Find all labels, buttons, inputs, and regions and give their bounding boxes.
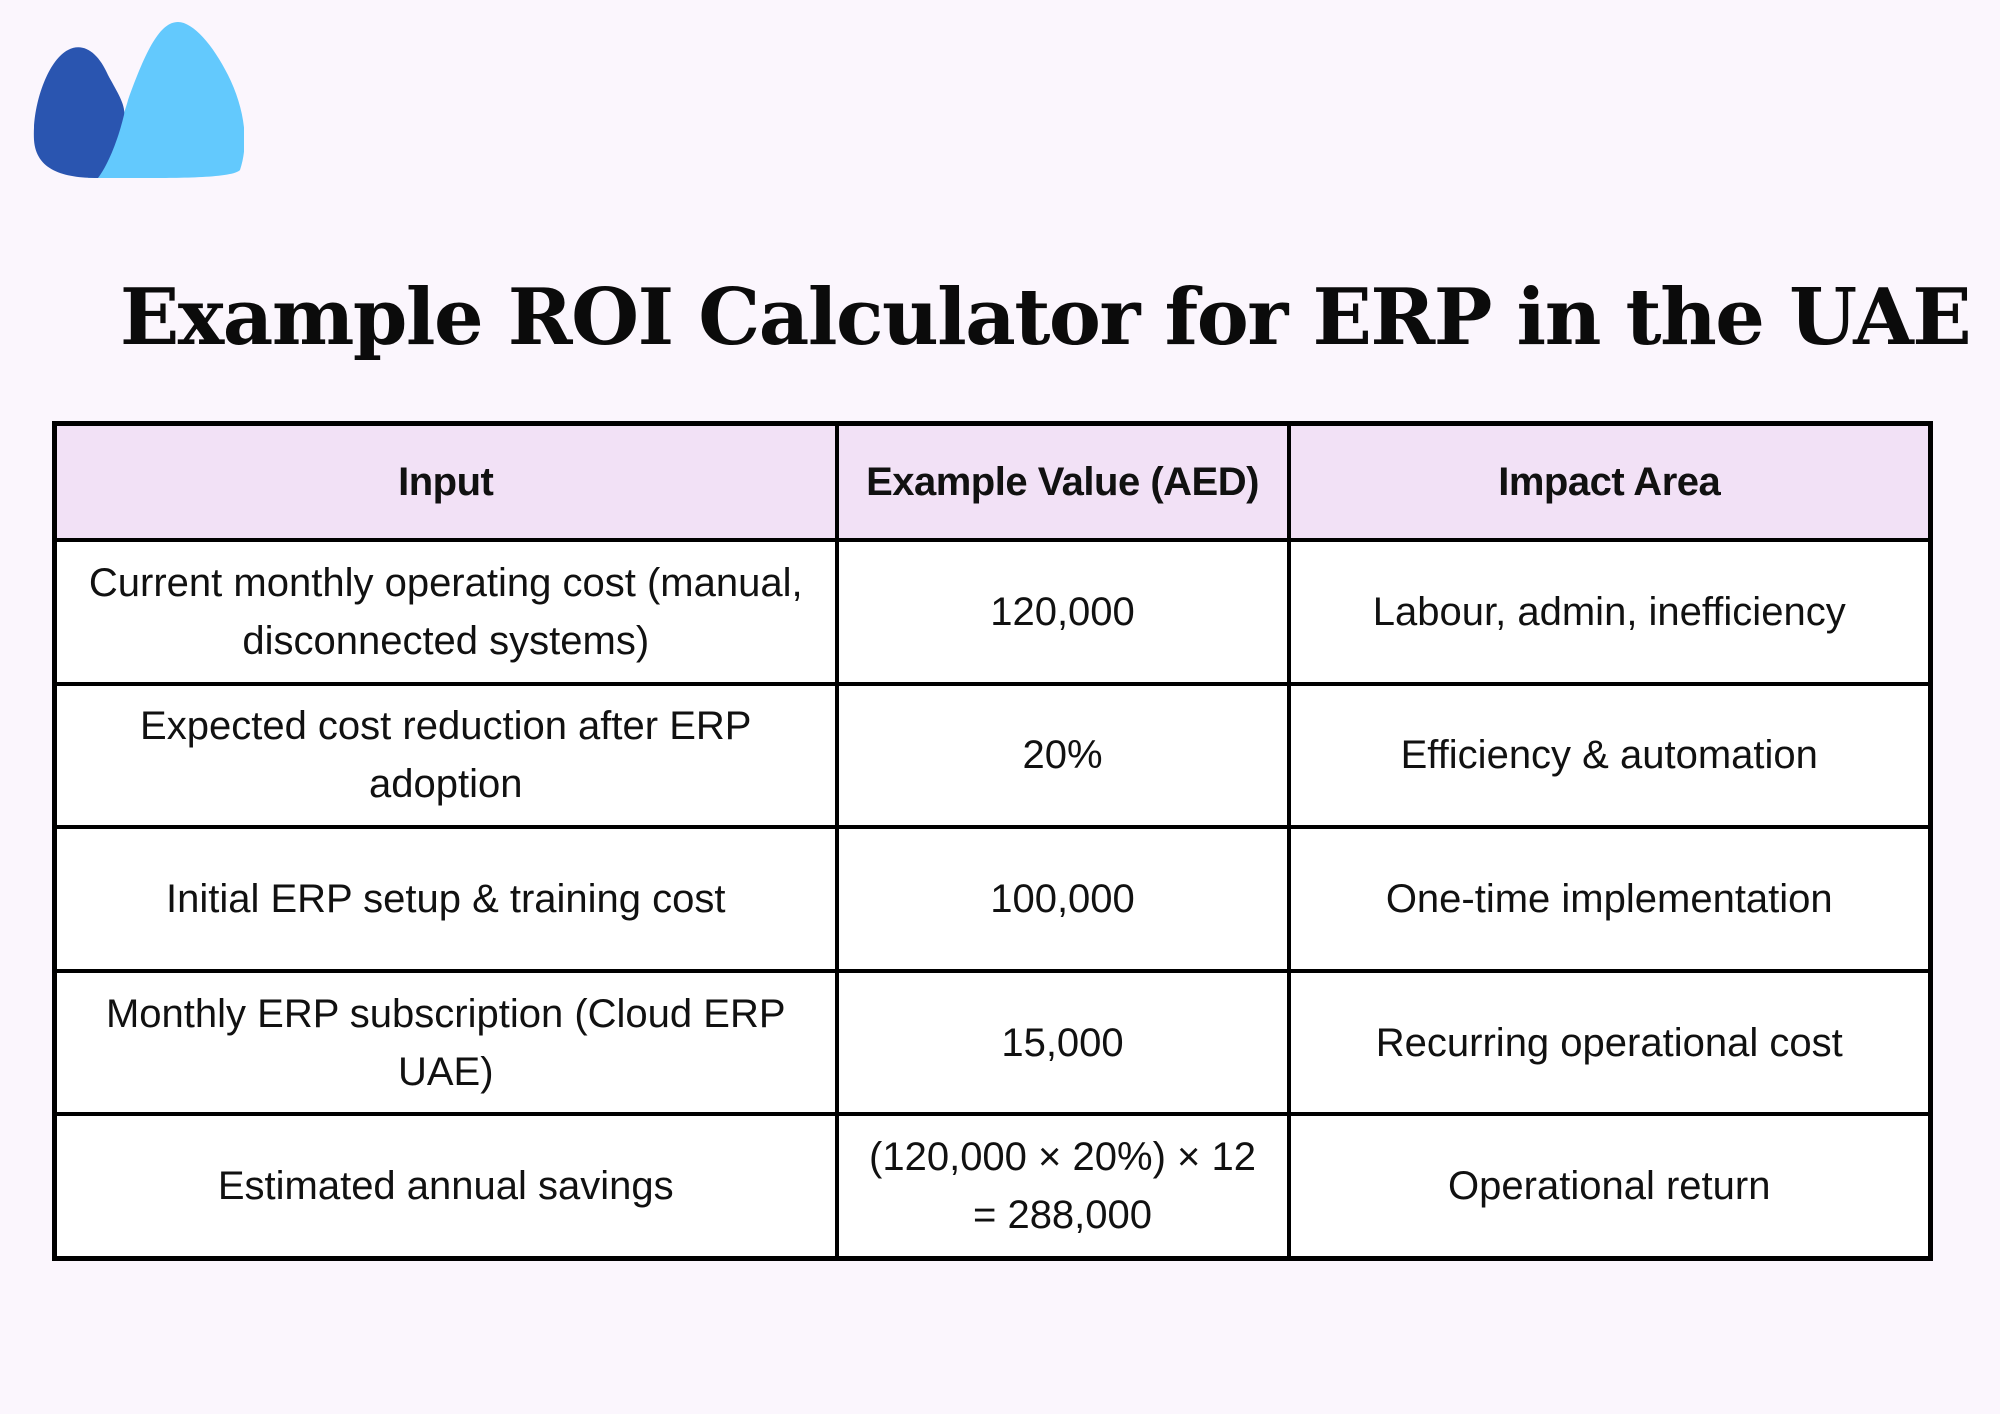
cell-impact: One-time implementation	[1286, 825, 1933, 973]
table-row: Current monthly operating cost (manual, …	[52, 538, 1933, 686]
cell-value: 120,000	[834, 538, 1291, 686]
cell-input: Monthly ERP subscription (Cloud ERP UAE)	[52, 968, 839, 1117]
logo	[28, 20, 245, 180]
cell-input: Expected cost reduction after ERP adopti…	[52, 681, 839, 830]
cell-impact: Operational return	[1286, 1112, 1933, 1261]
cell-value: 100,000	[834, 825, 1291, 973]
cell-impact: Recurring operational cost	[1286, 968, 1933, 1117]
cell-input: Current monthly operating cost (manual, …	[52, 538, 839, 686]
column-header-example-value: Example Value (AED)	[834, 421, 1291, 542]
column-header-impact-area: Impact Area	[1286, 421, 1933, 542]
cell-value: 15,000	[834, 968, 1291, 1117]
cell-value: (120,000 × 20%) × 12 = 288,000	[834, 1112, 1291, 1261]
table-row: Initial ERP setup & training cost 100,00…	[52, 825, 1933, 973]
table-row: Monthly ERP subscription (Cloud ERP UAE)…	[52, 968, 1933, 1117]
table-row: Expected cost reduction after ERP adopti…	[52, 681, 1933, 830]
column-header-input: Input	[52, 421, 839, 542]
cell-impact: Labour, admin, inefficiency	[1286, 538, 1933, 686]
cell-value: 20%	[834, 681, 1291, 830]
cell-input: Estimated annual savings	[52, 1112, 839, 1261]
roi-table: Input Example Value (AED) Impact Area Cu…	[52, 421, 1933, 1261]
cell-impact: Efficiency & automation	[1286, 681, 1933, 830]
table-row: Estimated annual savings (120,000 × 20%)…	[52, 1112, 1933, 1261]
table-header-row: Input Example Value (AED) Impact Area	[52, 421, 1933, 542]
cell-input: Initial ERP setup & training cost	[52, 825, 839, 973]
two-peaks-logo-icon	[33, 22, 245, 178]
page-title: Example ROI Calculator for ERP in the UA…	[119, 272, 1972, 363]
